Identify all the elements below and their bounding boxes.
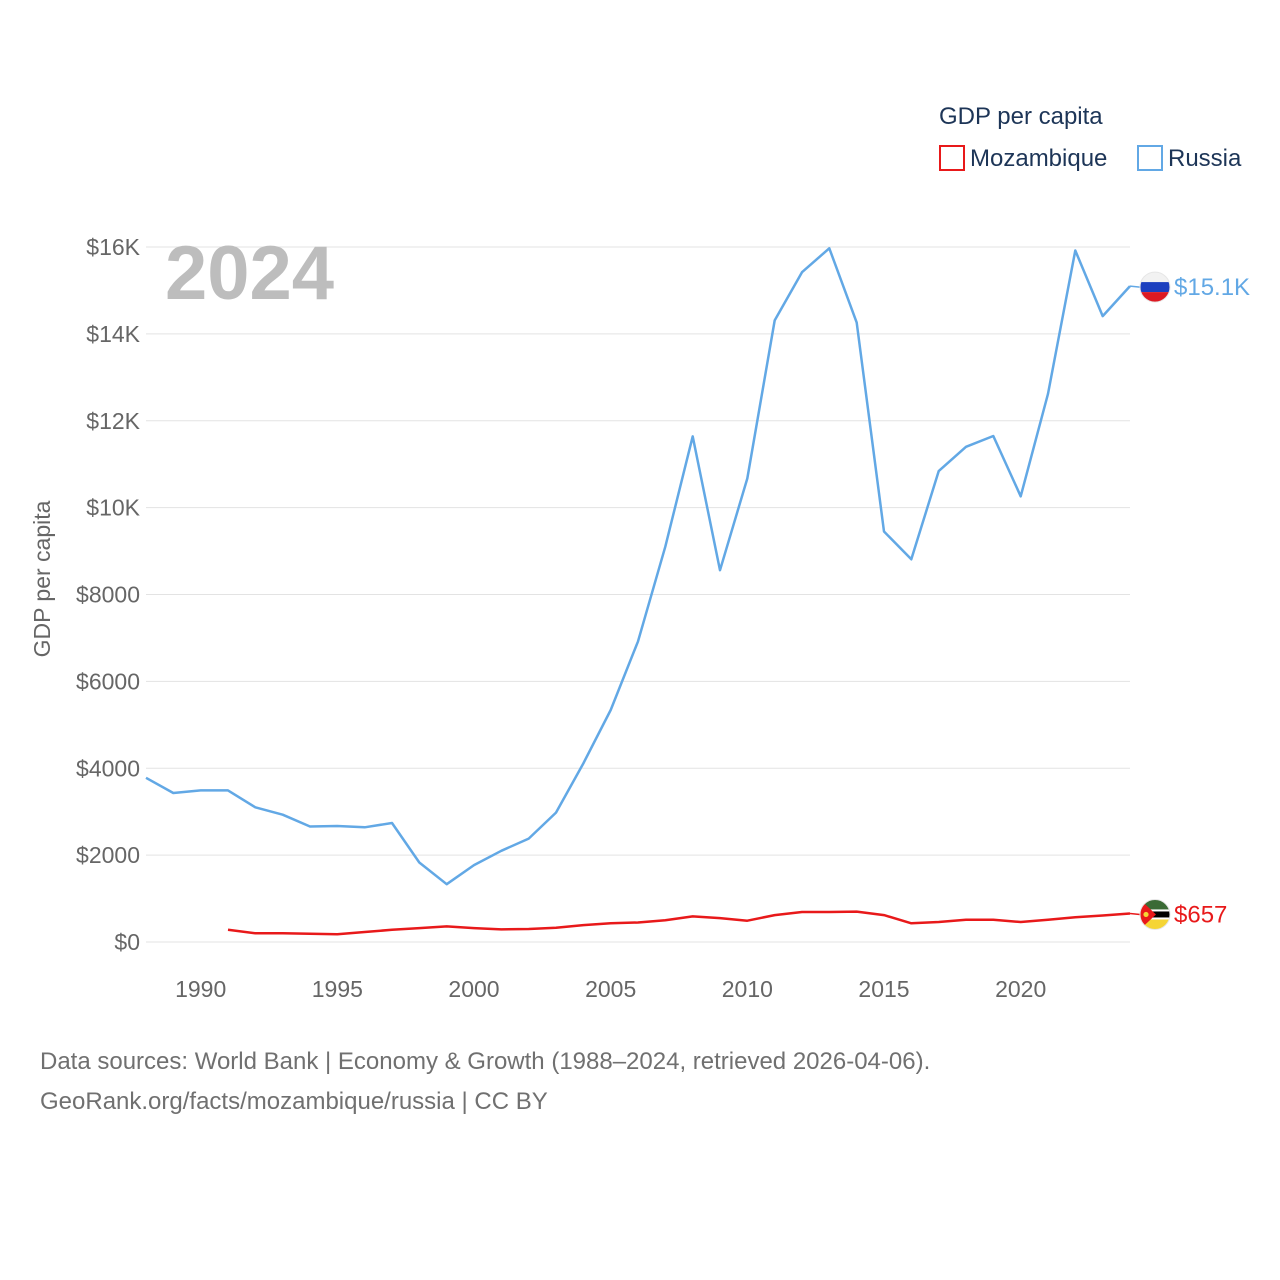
y-tick-label: $10K [86,495,140,521]
gridlines [146,246,1130,943]
x-tick-label: 1990 [175,976,226,1002]
x-axis-ticks: 1990 1995 2000 2005 2010 2015 2020 [175,976,1046,1002]
russia-flag-icon [1139,271,1171,303]
footer: Data sources: World Bank | Economy & Gro… [40,1042,1240,1122]
x-tick-label: 2000 [448,976,499,1002]
mozambique-flag-icon [1139,898,1171,930]
y-tick-label: $0 [114,929,140,955]
legend-label-russia: Russia [1168,145,1242,172]
legend-title: GDP per capita [939,103,1103,130]
current-year-label: 2024 [165,231,334,316]
y-tick-label: $12K [86,408,140,434]
series-line-russia[interactable] [145,247,1131,886]
series-lines [145,247,1131,936]
legend-item-russia[interactable]: Russia [1137,145,1242,172]
legend-swatch-russia [1137,145,1163,171]
x-tick-label: 2005 [585,976,636,1002]
x-tick-label: 2020 [995,976,1046,1002]
y-tick-label: $6000 [76,668,140,694]
end-label-mozambique: $657 [1174,901,1227,928]
x-tick-label: 2015 [858,976,909,1002]
y-axis-title: GDP per capita [29,500,55,657]
footer-sources: Data sources: World Bank | Economy & Gro… [40,1048,931,1075]
series-line-mozambique[interactable] [227,910,1131,936]
legend-swatch-mozambique [939,145,965,171]
series-end-labels: $657 $15.1K [1129,271,1250,930]
x-tick-label: 2010 [722,976,773,1002]
y-tick-label: $2000 [76,842,140,868]
y-tick-label: $16K [86,234,140,260]
y-tick-label: $14K [86,321,140,347]
footer-link[interactable]: GeoRank.org/facts/mozambique/russia | CC… [40,1088,548,1115]
legend: GDP per capita Mozambique Russia [939,103,1242,172]
y-tick-label: $8000 [76,582,140,608]
y-tick-label: $4000 [76,755,140,781]
end-label-russia: $15.1K [1174,274,1250,301]
x-tick-label: 1995 [312,976,363,1002]
connector-russia [1129,285,1141,288]
y-axis-ticks: $0 $2000 $4000 $6000 $8000 $10K $12K $14K $16K [76,234,141,955]
legend-label-mozambique: Mozambique [970,145,1107,172]
connector-mozambique [1129,912,1141,916]
legend-item-mozambique[interactable]: Mozambique [939,145,1107,172]
